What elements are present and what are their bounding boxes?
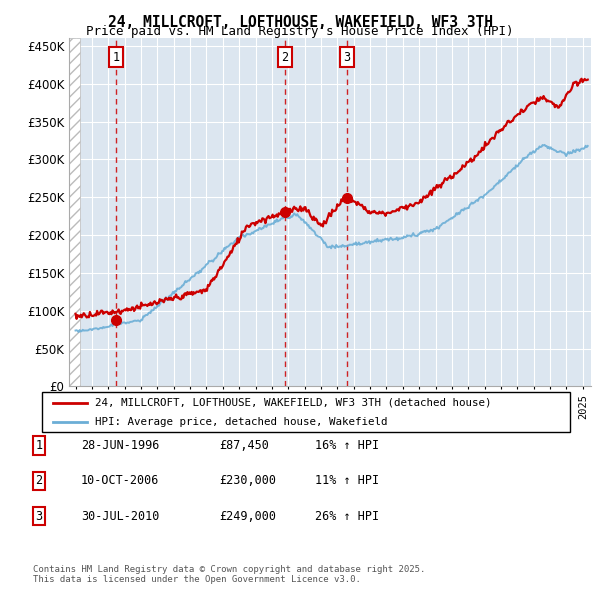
Text: Contains HM Land Registry data © Crown copyright and database right 2025.
This d: Contains HM Land Registry data © Crown c… <box>33 565 425 584</box>
Text: 28-JUN-1996: 28-JUN-1996 <box>81 439 160 452</box>
Text: 3: 3 <box>35 510 43 523</box>
Text: 24, MILLCROFT, LOFTHOUSE, WAKEFIELD, WF3 3TH (detached house): 24, MILLCROFT, LOFTHOUSE, WAKEFIELD, WF3… <box>95 398 491 408</box>
Text: 1: 1 <box>113 51 120 64</box>
Polygon shape <box>69 38 80 386</box>
Text: 10-OCT-2006: 10-OCT-2006 <box>81 474 160 487</box>
Text: £249,000: £249,000 <box>219 510 276 523</box>
Text: 26% ↑ HPI: 26% ↑ HPI <box>315 510 379 523</box>
Text: 1: 1 <box>35 439 43 452</box>
FancyBboxPatch shape <box>42 392 570 432</box>
Text: 2: 2 <box>281 51 288 64</box>
Text: 30-JUL-2010: 30-JUL-2010 <box>81 510 160 523</box>
Text: 24, MILLCROFT, LOFTHOUSE, WAKEFIELD, WF3 3TH: 24, MILLCROFT, LOFTHOUSE, WAKEFIELD, WF3… <box>107 15 493 30</box>
Text: £230,000: £230,000 <box>219 474 276 487</box>
Text: Price paid vs. HM Land Registry's House Price Index (HPI): Price paid vs. HM Land Registry's House … <box>86 25 514 38</box>
Text: 16% ↑ HPI: 16% ↑ HPI <box>315 439 379 452</box>
Text: 2: 2 <box>35 474 43 487</box>
Text: HPI: Average price, detached house, Wakefield: HPI: Average price, detached house, Wake… <box>95 417 388 427</box>
Text: £87,450: £87,450 <box>219 439 269 452</box>
Text: 11% ↑ HPI: 11% ↑ HPI <box>315 474 379 487</box>
Text: 3: 3 <box>343 51 350 64</box>
